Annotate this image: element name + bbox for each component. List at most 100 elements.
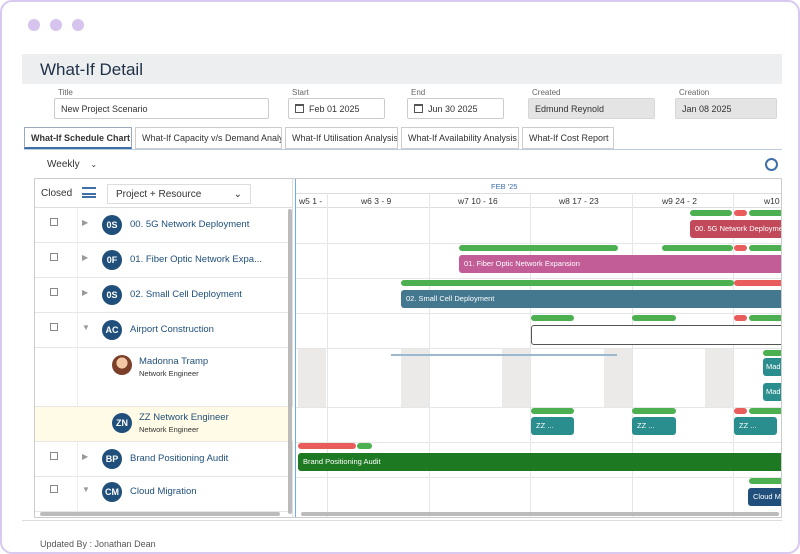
- capacity-bar: [749, 408, 781, 414]
- chevron-down-icon: ⌄: [90, 160, 98, 169]
- assignment-bar[interactable]: ZZ ...: [734, 417, 777, 435]
- capacity-bar: [749, 315, 781, 321]
- capacity-bar: [357, 443, 372, 449]
- collapse-arrow-icon[interactable]: ▼: [82, 485, 90, 494]
- row-zz-network-engineer[interactable]: ZN ZZ Network Engineer Network Engineer: [35, 407, 293, 442]
- row-madonna-tramp[interactable]: Madonna Tramp Network Engineer: [35, 348, 293, 407]
- collapse-arrow-icon[interactable]: ▼: [82, 323, 90, 332]
- group-by-value: Project + Resource: [116, 189, 202, 200]
- project-name[interactable]: Cloud Migration: [130, 486, 197, 497]
- end-date-value: Jun 30 2025: [428, 103, 478, 114]
- expand-arrow-icon[interactable]: ▶: [82, 452, 89, 461]
- capacity-bar: [632, 408, 676, 414]
- start-date-input[interactable]: Feb 01 2025: [288, 98, 385, 119]
- row-small-cell[interactable]: ▶ 0S 02. Small Cell Deployment: [35, 278, 293, 313]
- month-header: FEB '25: [491, 182, 518, 191]
- tab-capacity-demand[interactable]: What-If Capacity v/s Demand Analy: [135, 127, 282, 149]
- weekend-shade: [298, 349, 326, 407]
- project-bar[interactable]: Cloud Mig: [748, 488, 781, 506]
- title-input[interactable]: New Project Scenario: [54, 98, 269, 119]
- horizontal-scrollbar[interactable]: [40, 512, 280, 516]
- window-dot: [28, 19, 40, 31]
- row-checkbox[interactable]: [50, 485, 58, 493]
- resource-name[interactable]: Madonna Tramp: [139, 356, 209, 367]
- expand-arrow-icon[interactable]: ▶: [82, 253, 89, 262]
- project-name[interactable]: 01. Fiber Optic Network Expa...: [130, 254, 262, 265]
- row-airport-construction[interactable]: ▼ AC Airport Construction: [35, 313, 293, 348]
- window-dot: [72, 19, 84, 31]
- project-bar[interactable]: Brand Positioning Audit: [298, 453, 781, 471]
- assignment-line: [391, 354, 617, 356]
- row-checkbox[interactable]: [50, 253, 58, 261]
- assignment-bar[interactable]: ZZ ...: [531, 417, 574, 435]
- resource-pane: Closed Project + Resource ⌄ ▶ 0S 00. 5G N…: [35, 179, 293, 517]
- resource-role: Network Engineer: [139, 425, 199, 434]
- group-by-select[interactable]: Project + Resource ⌄: [107, 184, 251, 204]
- assignment-bar[interactable]: ZZ ...: [632, 417, 676, 435]
- capacity-bar: [401, 280, 734, 286]
- capacity-bar: [531, 315, 574, 321]
- creation-date-input: Jan 08 2025: [675, 98, 777, 119]
- project-bar[interactable]: 01. Fiber Optic Network Expansion: [459, 255, 781, 273]
- tab-divider: [24, 149, 782, 150]
- sort-icon[interactable]: [82, 187, 96, 198]
- week-label: w10: [764, 196, 780, 206]
- expand-arrow-icon[interactable]: ▶: [82, 288, 89, 297]
- creation-date-value: Jan 08 2025: [682, 103, 732, 114]
- expand-arrow-icon[interactable]: ▶: [82, 218, 89, 227]
- weekend-shade: [401, 349, 429, 407]
- week-label: w8 17 - 23: [559, 196, 599, 206]
- assignment-bar[interactable]: Mad...: [763, 358, 781, 376]
- project-bar[interactable]: 00. 5G Network Deployme: [690, 220, 781, 238]
- page-header: What-If Detail: [22, 54, 782, 84]
- row-brand-positioning[interactable]: ▶ BP Brand Positioning Audit: [35, 442, 293, 477]
- row-gridline: [296, 313, 781, 314]
- tab-utilisation[interactable]: What-If Utilisation Analysis: [285, 127, 398, 149]
- summary-bar[interactable]: [531, 325, 781, 345]
- capacity-bar: [749, 245, 781, 251]
- end-date-input[interactable]: Jun 30 2025: [407, 98, 504, 119]
- calendar-icon: [295, 104, 304, 113]
- period-select[interactable]: Weekly ⌄: [47, 159, 97, 170]
- project-name[interactable]: Airport Construction: [130, 324, 214, 335]
- schedule-grid: Closed Project + Resource ⌄ ▶ 0S 00. 5G N…: [34, 178, 782, 518]
- week-label: w9 24 - 2: [662, 196, 697, 206]
- resource-name[interactable]: ZZ Network Engineer: [139, 412, 229, 423]
- project-badge: 0F: [102, 250, 122, 270]
- project-badge: BP: [102, 449, 122, 469]
- project-name[interactable]: 00. 5G Network Deployment: [130, 219, 250, 230]
- project-bar[interactable]: 02. Small Cell Deployment: [401, 290, 781, 308]
- capacity-bar: [531, 408, 574, 414]
- row-checkbox[interactable]: [50, 288, 58, 296]
- vertical-scrollbar[interactable]: [288, 209, 292, 514]
- project-badge: CM: [102, 482, 122, 502]
- row-checkbox[interactable]: [50, 218, 58, 226]
- row-fiber-optic[interactable]: ▶ 0F 01. Fiber Optic Network Expa...: [35, 243, 293, 278]
- project-name[interactable]: 02. Small Cell Deployment: [130, 289, 242, 300]
- week-gridline: [327, 193, 328, 517]
- gear-icon[interactable]: [765, 158, 778, 171]
- resource-role: Network Engineer: [139, 369, 199, 378]
- row-checkbox[interactable]: [50, 452, 58, 460]
- row-5g-network[interactable]: ▶ 0S 00. 5G Network Deployment: [35, 208, 293, 243]
- week-gridline: [733, 193, 734, 517]
- project-name[interactable]: Brand Positioning Audit: [130, 453, 229, 464]
- row-gridline: [296, 348, 781, 349]
- closed-label: Closed: [41, 188, 73, 199]
- assignment-bar[interactable]: Mad...: [763, 383, 781, 401]
- project-badge: 0S: [102, 285, 122, 305]
- week-label: w6 3 - 9: [361, 196, 392, 206]
- capacity-bar: [734, 245, 747, 251]
- tab-schedule-chart[interactable]: What-If Schedule Chart: [24, 127, 132, 149]
- window-dots: [28, 19, 84, 31]
- page-title: What-If Detail: [40, 60, 143, 79]
- tab-cost-report[interactable]: What-If Cost Report: [522, 127, 614, 149]
- tab-availability[interactable]: What-If Availability Analysis: [401, 127, 519, 149]
- capacity-bar: [734, 280, 781, 286]
- week-label: w5 1 -: [299, 196, 323, 206]
- row-checkbox[interactable]: [50, 323, 58, 331]
- horizontal-scrollbar[interactable]: [301, 512, 779, 516]
- capacity-bar: [298, 443, 356, 449]
- row-cloud-migration[interactable]: ▼ CM Cloud Migration: [35, 477, 293, 512]
- updated-by-text: Updated By : Jonathan Dean: [40, 539, 156, 549]
